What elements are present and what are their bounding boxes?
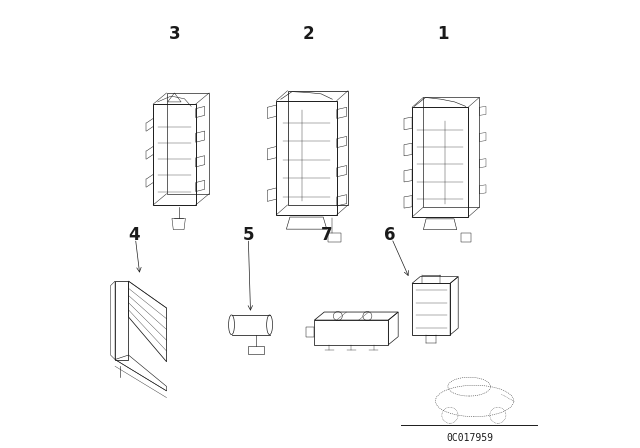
Text: 4: 4 <box>128 226 140 244</box>
Text: 7: 7 <box>321 226 333 244</box>
Text: 5: 5 <box>243 226 254 244</box>
Text: 1: 1 <box>438 25 449 43</box>
Text: 0C017959: 0C017959 <box>447 433 493 443</box>
Text: 6: 6 <box>384 226 395 244</box>
Text: 3: 3 <box>168 25 180 43</box>
Text: 2: 2 <box>303 25 315 43</box>
